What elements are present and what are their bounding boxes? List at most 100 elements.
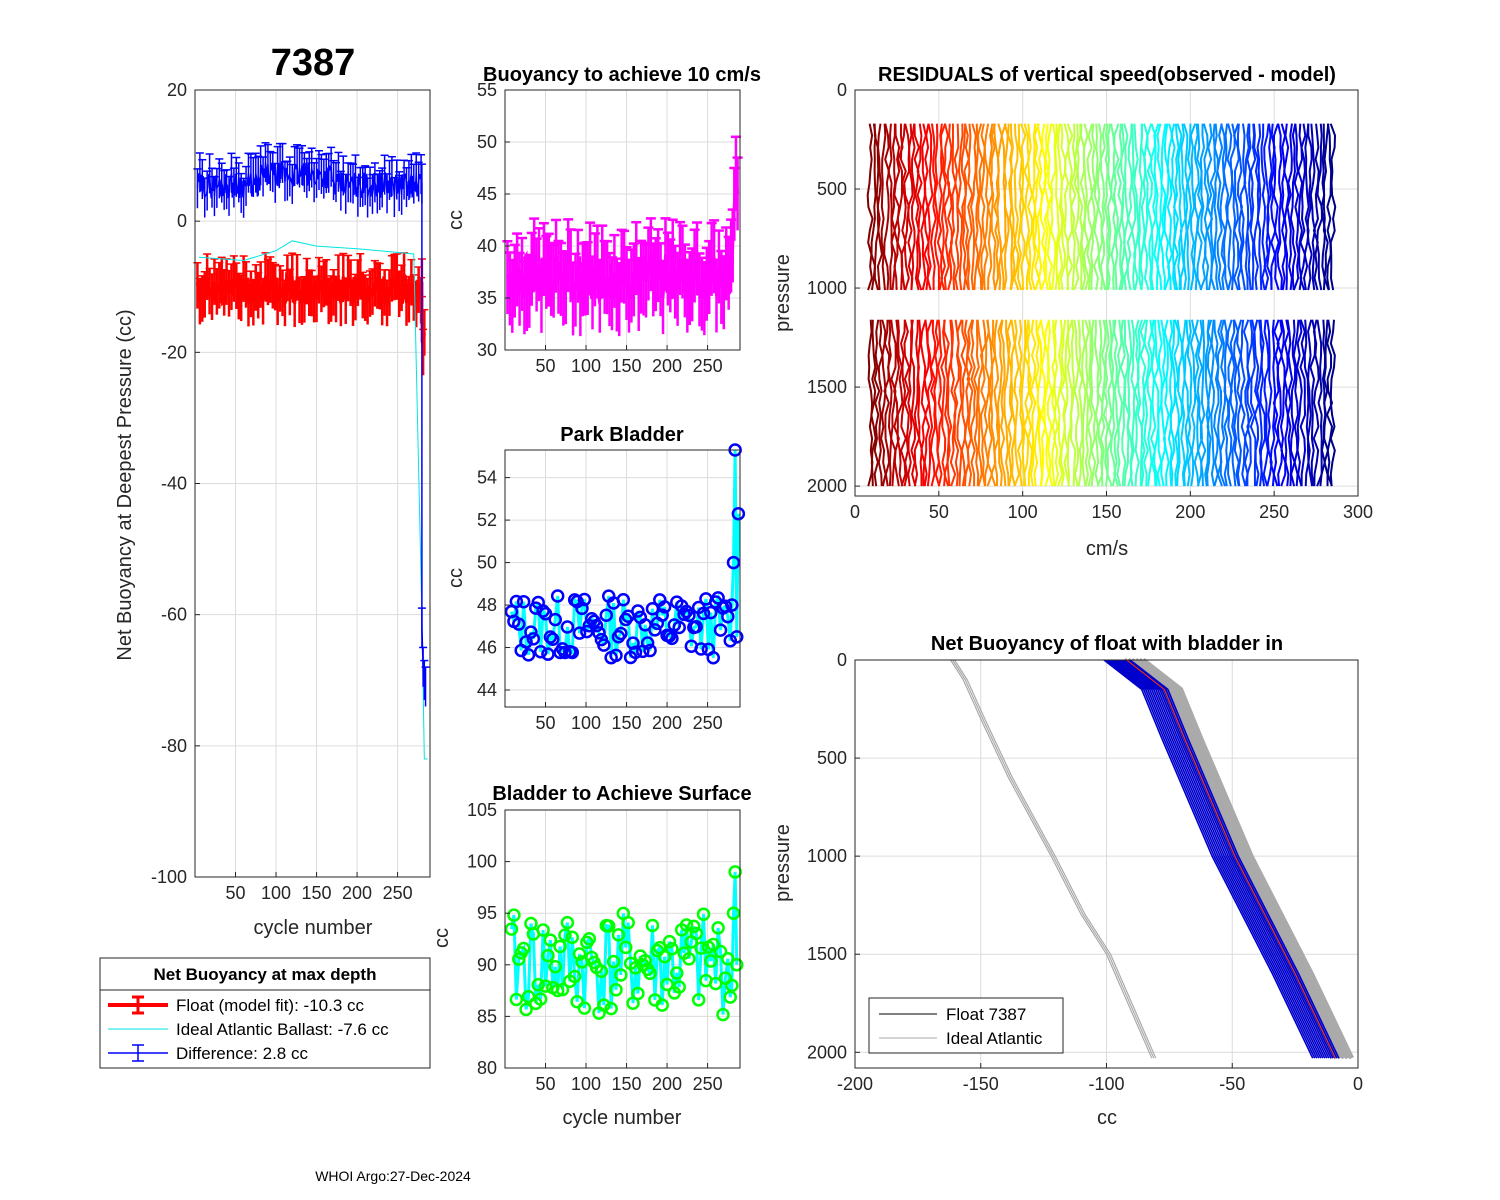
residual-trace [926, 123, 934, 291]
bladder-surface-xtick-label: 250 [693, 1074, 723, 1094]
bladder-surface-point [533, 992, 548, 1006]
bladder-surface-point [604, 1001, 618, 1016]
bladder-surface-point [721, 952, 735, 966]
residual-trace [1329, 319, 1336, 487]
legend-float-marker [108, 995, 168, 1015]
residual-trace [1176, 123, 1183, 291]
float-profile-line [1115, 659, 1326, 1059]
net-buoyancy-profile-xtick-label: -50 [1219, 1074, 1245, 1094]
bladder-surface-point [672, 980, 686, 994]
park-bladder-point [599, 608, 614, 622]
residual-trace [1172, 123, 1180, 291]
residual-trace [903, 319, 911, 487]
buoyancy-10cms-title: Buoyancy to achieve 10 cm/s [483, 64, 761, 86]
residual-trace [913, 123, 921, 291]
bladder-surface-point [606, 954, 621, 969]
residual-trace [1133, 319, 1140, 487]
residual-trace [1056, 319, 1064, 487]
net-buoyancy-profile-xtick-label: 0 [1353, 1074, 1363, 1094]
bladder-surface-point [682, 952, 696, 966]
residual-trace [1186, 123, 1193, 291]
residuals-xtick-label: 100 [1008, 502, 1038, 522]
float-id-title: 7387 [271, 42, 356, 84]
net-buoyancy-ytick-label: -40 [161, 474, 187, 494]
residual-trace [940, 319, 947, 487]
park-bladder-point [640, 636, 655, 650]
legend-ideal-label: Ideal Atlantic Ballast: -7.6 cc [176, 1020, 389, 1039]
residual-trace [1093, 319, 1100, 487]
net-buoyancy-profile-ytick-label: 2000 [807, 1042, 847, 1062]
residuals-ytick-label: 0 [837, 80, 847, 100]
residual-trace [963, 123, 970, 291]
park-bladder-point [726, 555, 741, 570]
residual-trace [877, 319, 884, 487]
residual-trace [873, 319, 881, 487]
bladder-surface-ylabel: cc [431, 928, 453, 948]
residual-trace [1226, 319, 1234, 487]
residuals-ylabel: pressure [772, 254, 794, 332]
float-model-fit-line [195, 270, 426, 353]
residual-trace [1246, 123, 1253, 291]
residual-trace [1166, 123, 1174, 291]
park-bladder-panel: Park Bladder 50 100 150 200 250444648505254 … [445, 424, 746, 733]
residual-trace [1233, 319, 1240, 487]
net-buoyancy-profile-xtick-label: -100 [1088, 1074, 1124, 1094]
residual-trace [1026, 123, 1034, 291]
residual-trace [1059, 123, 1067, 291]
residual-trace [1306, 123, 1313, 291]
residual-trace [893, 123, 901, 291]
residual-trace [949, 123, 957, 291]
park-bladder-point [616, 592, 631, 607]
bladder-surface-point [536, 923, 550, 937]
residual-trace [1299, 123, 1307, 291]
residual-trace [1077, 319, 1084, 487]
residual-trace [1016, 123, 1023, 291]
residual-trace [1139, 123, 1147, 291]
residual-trace [1173, 319, 1180, 487]
bladder-surface-ytick-label: 80 [477, 1058, 497, 1078]
park-bladder-point [543, 630, 558, 644]
bladder-surface-point [725, 978, 739, 993]
residual-trace [1292, 123, 1300, 291]
park-bladder-point [631, 604, 645, 618]
residual-trace [1272, 123, 1280, 291]
residual-trace [1069, 319, 1077, 487]
residual-trace [1053, 319, 1060, 487]
residual-trace [1086, 123, 1094, 291]
float-ideal-envelope [1133, 658, 1347, 1060]
residual-trace [1143, 319, 1150, 487]
residual-trace [1262, 319, 1270, 487]
park-bladder-point [689, 619, 703, 634]
residuals-xtick-label: 300 [1343, 502, 1373, 522]
bladder-surface-point [512, 952, 526, 966]
park-bladder-xtick-label: 100 [571, 713, 601, 733]
park-bladder-point [696, 606, 711, 621]
residual-trace [1252, 123, 1260, 291]
park-bladder-point [597, 638, 611, 652]
net-buoyancy-xlabel: cycle number [254, 917, 373, 939]
park-bladder-point [657, 600, 672, 614]
residual-trace [999, 319, 1007, 487]
residual-trace [1099, 319, 1107, 487]
residual-trace [1193, 319, 1200, 487]
residual-trace [899, 123, 907, 291]
bladder-surface-point [567, 969, 582, 984]
bladder-surface-point [708, 976, 723, 991]
residual-trace [1219, 319, 1227, 487]
residual-trace [1054, 123, 1060, 291]
residual-trace [1296, 319, 1303, 487]
residual-trace [1320, 123, 1327, 291]
residual-trace [1169, 319, 1177, 487]
park-bladder-point [509, 594, 524, 609]
residual-trace [1226, 123, 1234, 291]
residual-trace [1160, 319, 1167, 487]
net-buoyancy-profile-ylabel: pressure [772, 824, 794, 902]
residual-trace [1150, 123, 1157, 291]
residual-trace [1289, 319, 1297, 487]
profile-legend-box [868, 997, 1064, 1054]
residual-trace [1199, 123, 1207, 291]
bladder-surface-point [543, 933, 558, 947]
residual-trace [1081, 319, 1087, 487]
float-profile-line [1123, 659, 1334, 1059]
park-bladder-point [577, 592, 592, 607]
